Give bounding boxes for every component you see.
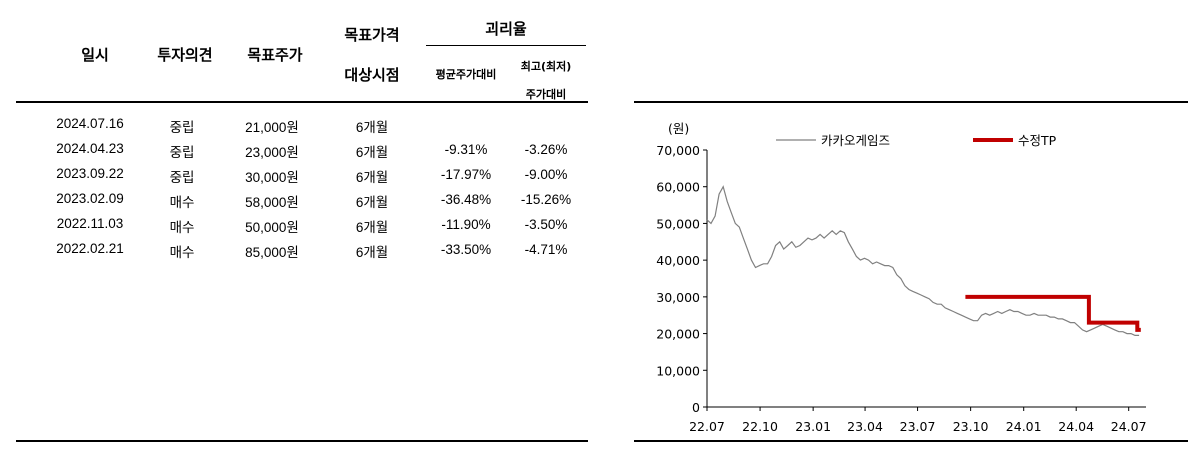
cell-gap-max: -3.26% — [524, 142, 568, 157]
target-price-line — [965, 294, 1141, 332]
legend-label-target: 수정TP — [1018, 133, 1057, 148]
x-tick-label: 23.04 — [847, 419, 883, 434]
cell-opinion: 매수 — [169, 245, 195, 260]
cell-gap-avg: -33.50% — [440, 242, 492, 257]
y-tick-label: 0 — [692, 400, 700, 415]
y-tick-label: 60,000 — [656, 180, 700, 195]
x-tick-label: 22.10 — [742, 419, 778, 434]
cell-target: 85,000원 — [245, 245, 299, 260]
cell-opinion: 매수 — [169, 195, 195, 210]
price-chart-panel: (원) 0 10,000 20,000 30,000 40,000 50,000 60,000… — [630, 0, 1189, 451]
stock-price-line — [706, 185, 1140, 336]
gap-header-divider — [426, 45, 586, 46]
cell-gap-avg: -9.31% — [444, 142, 488, 157]
header-gap: 괴리율 — [485, 20, 527, 38]
cell-horizon: 6개월 — [355, 170, 389, 185]
x-tick-label: 23.07 — [900, 419, 936, 434]
header-target-price: 목표주가 — [247, 46, 303, 64]
y-tick-label: 20,000 — [656, 327, 700, 342]
cell-target: 50,000원 — [245, 220, 299, 235]
legend-label-stock: 카카오게임즈 — [821, 133, 890, 148]
header-horizon-bottom: 대상시점 — [344, 66, 400, 84]
header-gap-max-bottom: 주가대비 — [525, 88, 567, 101]
chart-bottom-rule — [634, 440, 1188, 442]
header-horizon-top: 목표가격 — [344, 26, 400, 44]
y-tick-label: 30,000 — [656, 290, 700, 305]
cell-opinion: 중립 — [169, 145, 195, 160]
cell-date: 2023.02.09 — [56, 191, 124, 206]
chart-top-rule — [634, 101, 1188, 103]
x-tick-label: 23.01 — [795, 419, 831, 434]
cell-horizon: 6개월 — [355, 220, 389, 235]
table-header-rule — [16, 101, 588, 103]
y-unit-label: (원) — [668, 121, 689, 136]
cell-date: 2023.09.22 — [56, 166, 124, 181]
cell-gap-avg: -36.48% — [440, 192, 492, 207]
cell-opinion: 중립 — [169, 170, 195, 185]
cell-date: 2022.11.03 — [56, 216, 124, 231]
x-tick-label: 24.04 — [1058, 419, 1094, 434]
x-tick-label: 22.07 — [689, 419, 725, 434]
cell-gap-avg: -17.97% — [440, 167, 492, 182]
header-gap-average: 평균주가대비 — [435, 68, 497, 81]
x-tick-label: 23.10 — [953, 419, 989, 434]
cell-opinion: 중립 — [169, 120, 195, 135]
cell-target: 58,000원 — [245, 195, 299, 210]
cell-opinion: 매수 — [169, 220, 195, 235]
cell-gap-max: -15.26% — [520, 192, 572, 207]
x-tick-label: 24.07 — [1111, 419, 1147, 434]
cell-date: 2024.04.23 — [56, 141, 124, 156]
target-price-history-table: 일시 투자의견 목표주가 목표가격 대상시점 괴리율 평균주가대비 최고(최저)… — [16, 20, 588, 442]
y-tick-label: 50,000 — [656, 216, 700, 231]
x-tick-label: 24.01 — [1006, 419, 1042, 434]
header-opinion: 투자의견 — [157, 46, 213, 64]
cell-gap-max: -3.50% — [524, 217, 568, 232]
header-date: 일시 — [81, 46, 109, 64]
cell-date: 2024.07.16 — [56, 116, 124, 131]
cell-date: 2022.02.21 — [56, 241, 124, 256]
cell-horizon: 6개월 — [355, 245, 389, 260]
table-bottom-rule — [16, 440, 588, 442]
cell-target: 21,000원 — [245, 120, 299, 135]
stock-price-chart: (원) 0 10,000 20,000 30,000 40,000 50,000 60,000… — [634, 101, 1188, 442]
y-tick-label: 40,000 — [656, 253, 700, 268]
cell-target: 30,000원 — [245, 170, 299, 185]
cell-horizon: 6개월 — [355, 195, 389, 210]
cell-horizon: 6개월 — [355, 145, 389, 160]
cell-gap-max: -9.00% — [524, 167, 568, 182]
cell-horizon: 6개월 — [355, 120, 389, 135]
cell-gap-avg: -11.90% — [441, 217, 491, 232]
y-tick-label: 10,000 — [656, 363, 700, 378]
cell-target: 23,000원 — [245, 145, 299, 160]
cell-gap-max: -4.71% — [524, 242, 568, 257]
header-gap-max-top: 최고(최저) — [520, 60, 572, 73]
y-tick-label: 70,000 — [656, 143, 700, 158]
